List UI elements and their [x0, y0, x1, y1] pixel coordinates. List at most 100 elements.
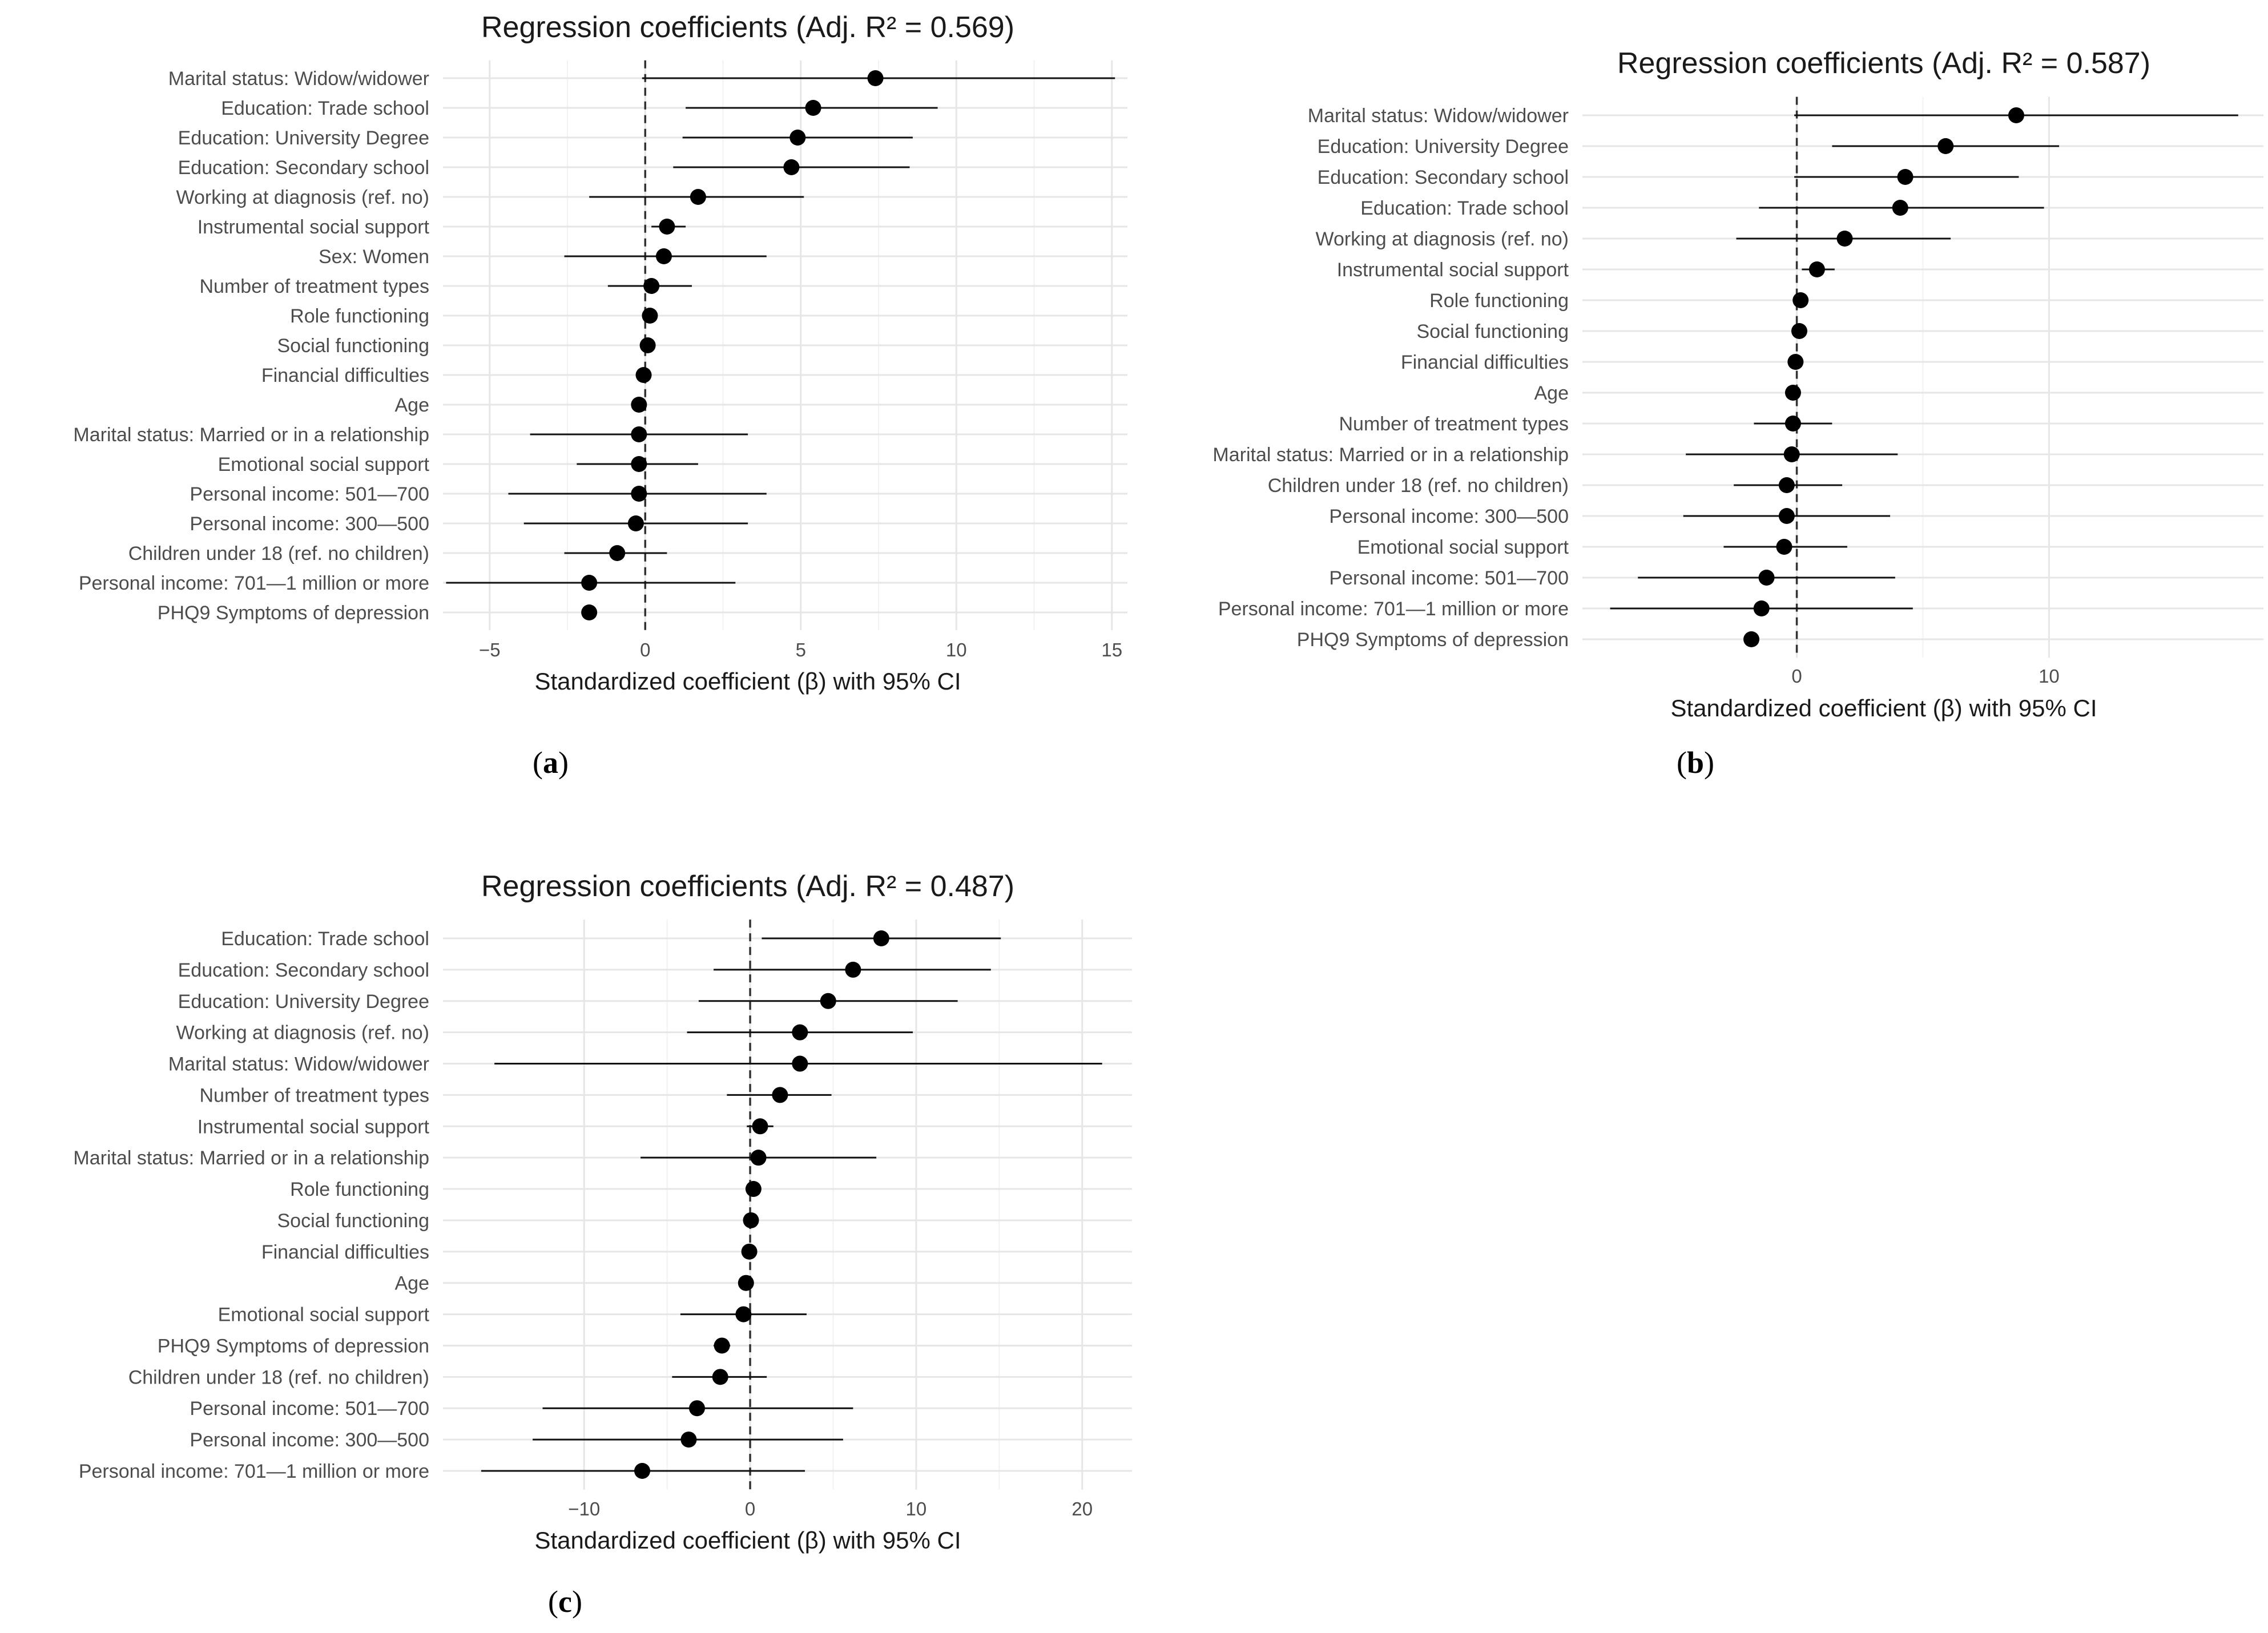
coefficient-row: PHQ9 Symptoms of depression	[158, 602, 598, 624]
coefficient-point	[643, 278, 660, 294]
coefficient-row: Marital status: Married or in a relation…	[73, 1147, 877, 1169]
row-label: Financial difficulties	[1401, 352, 1569, 373]
caption-b-letter: b	[1686, 745, 1705, 780]
coefficient-row: Personal income: 300—500	[190, 513, 748, 535]
coefficient-row: PHQ9 Symptoms of depression	[158, 1335, 731, 1357]
coefficient-point	[1892, 200, 1908, 216]
coefficient-point	[735, 1306, 752, 1322]
coefficient-point	[845, 961, 861, 978]
x-tick-label: 5	[796, 639, 806, 660]
x-tick-label: 10	[2039, 666, 2060, 687]
row-label: Education: Secondary school	[1318, 167, 1569, 188]
coefficient-point	[820, 993, 836, 1009]
coefficient-point	[805, 100, 821, 116]
row-label: Marital status: Married or in a relation…	[1212, 444, 1569, 466]
coefficient-row: Social functioning	[277, 335, 656, 357]
coefficient-point	[1778, 508, 1795, 524]
row-label: Working at diagnosis (ref. no)	[176, 187, 429, 208]
coefficient-row: Personal income: 300—500	[1329, 506, 1891, 527]
row-label: Personal income: 701—1 million or more	[1218, 598, 1569, 620]
coefficient-point	[745, 1181, 762, 1197]
row-label: Financial difficulties	[261, 365, 429, 386]
coefficient-row: Marital status: Widow/widower	[1308, 105, 2238, 127]
row-label: Social functioning	[277, 335, 429, 357]
coefficient-point	[690, 189, 706, 205]
coefficient-row: Education: Trade school	[221, 928, 1001, 950]
coefficient-row: Education: Trade school	[1360, 197, 2044, 219]
x-tick-label: 10	[946, 639, 967, 660]
coefficient-point	[867, 70, 884, 86]
coefficient-row: Age	[1534, 382, 1801, 404]
chart-title: Regression coefficients (Adj. R² = 0.487…	[481, 870, 1014, 903]
coefficient-point	[631, 397, 647, 413]
x-tick-label: 15	[1101, 639, 1122, 660]
coefficient-point	[1897, 169, 1914, 185]
coefficient-row: Marital status: Married or in a relation…	[1212, 444, 1898, 466]
coefficient-row: Age	[395, 1273, 754, 1295]
coefficient-row: Number of treatment types	[1339, 413, 1832, 435]
coefficient-point	[743, 1212, 759, 1228]
row-label: Marital status: Widow/widower	[168, 68, 429, 90]
row-label: Personal income: 501—700	[1329, 567, 1569, 589]
coefficient-row: Number of treatment types	[199, 276, 692, 297]
coefficient-point	[1836, 231, 1853, 247]
x-axis-label: Standardized coefficient (β) with 95% CI	[534, 1527, 961, 1554]
row-label: Children under 18 (ref. no children)	[128, 543, 429, 565]
coefficient-point	[714, 1337, 730, 1354]
coefficient-point	[783, 159, 800, 175]
row-label: Number of treatment types	[1339, 413, 1569, 435]
coefficient-row: Personal income: 501—700	[1329, 567, 1895, 589]
coefficient-point	[609, 545, 626, 561]
row-label: PHQ9 Symptoms of depression	[158, 602, 429, 624]
row-label: Education: University Degree	[1318, 136, 1569, 158]
coefficient-point	[738, 1275, 754, 1291]
row-label: Role functioning	[290, 305, 429, 327]
coefficient-row: Children under 18 (ref. no children)	[128, 543, 667, 565]
coefficient-row: Role functioning	[290, 1179, 762, 1200]
row-label: Emotional social support	[218, 1304, 430, 1326]
coefficient-row: Education: Secondary school	[1318, 167, 2019, 188]
coefficient-point	[750, 1150, 767, 1166]
coefficient-row: Instrumental social support	[1337, 259, 1835, 281]
row-label: Children under 18 (ref. no children)	[1268, 475, 1569, 497]
x-tick-label: −10	[568, 1498, 600, 1519]
row-label: Social functioning	[277, 1210, 429, 1232]
x-tick-label: 20	[1071, 1498, 1093, 1519]
caption-c: (c)	[548, 1584, 582, 1619]
x-tick-label: −5	[479, 639, 501, 660]
chart-title: Regression coefficients (Adj. R² = 0.587…	[1617, 47, 2150, 80]
row-label: Children under 18 (ref. no children)	[128, 1366, 429, 1388]
coefficient-row: Emotional social support	[1357, 537, 1847, 558]
row-label: Education: Secondary school	[178, 157, 429, 179]
coefficient-row: Age	[395, 394, 647, 416]
x-tick-label: 0	[1791, 666, 1802, 687]
row-label: Education: Secondary school	[178, 959, 429, 981]
coefficient-point	[627, 515, 644, 531]
x-axis-label: Standardized coefficient (β) with 95% CI	[1670, 695, 2097, 721]
coefficient-point	[1784, 385, 1801, 401]
coefficient-row: Education: University Degree	[178, 991, 958, 1013]
coefficient-row: Personal income: 300—500	[190, 1429, 843, 1451]
coefficient-row: Number of treatment types	[199, 1084, 832, 1106]
row-label: Marital status: Widow/widower	[168, 1054, 429, 1075]
coefficient-point	[1776, 539, 1792, 555]
coefficient-row: Children under 18 (ref. no children)	[128, 1366, 767, 1388]
coefficient-point	[772, 1087, 788, 1103]
row-label: Personal income: 300—500	[1329, 506, 1569, 527]
row-label: Education: Trade school	[221, 98, 429, 119]
caption-b: (b)	[1677, 745, 1715, 780]
coefficient-row: PHQ9 Symptoms of depression	[1297, 629, 1760, 651]
coefficient-row: Financial difficulties	[261, 1241, 758, 1263]
row-label: Number of treatment types	[199, 276, 429, 297]
coefficient-row: Personal income: 701—1 million or more	[1218, 598, 1913, 620]
coefficient-row: Children under 18 (ref. no children)	[1268, 475, 1843, 497]
x-tick-label: 0	[640, 639, 650, 660]
row-label: Age	[1534, 382, 1569, 404]
coefficient-point	[1783, 446, 1800, 462]
row-label: Financial difficulties	[261, 1241, 429, 1263]
coefficient-row: Education: Trade school	[221, 98, 938, 119]
coefficient-row: Instrumental social support	[198, 216, 686, 238]
coefficient-row: Instrumental social support	[198, 1116, 774, 1138]
